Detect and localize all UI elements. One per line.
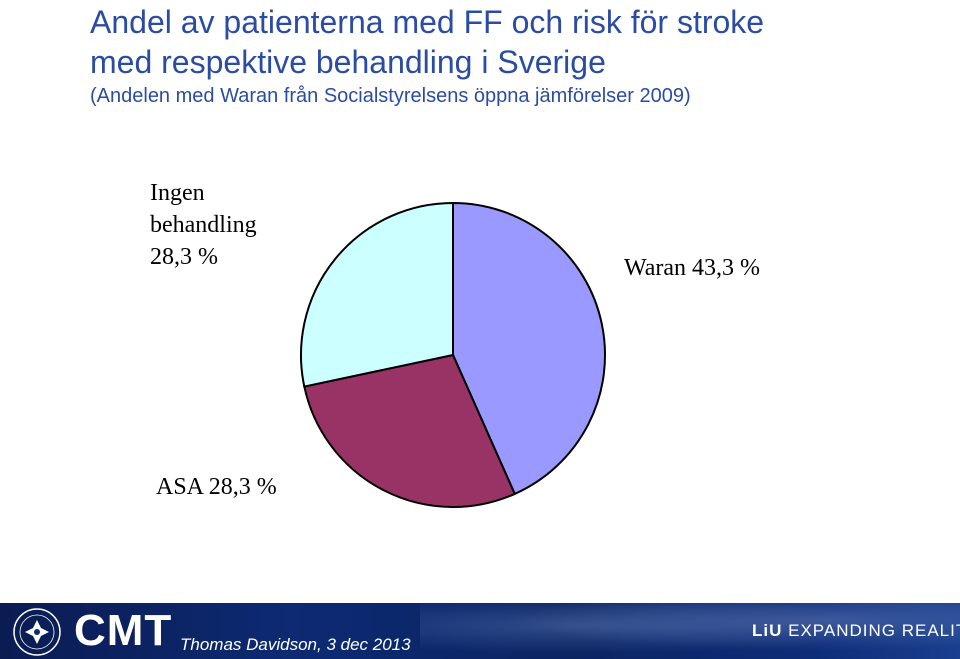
slice-label-ingen-line1: Ingen (150, 180, 205, 206)
slice-label-waran: Waran 43,3 % (624, 255, 761, 281)
linkoping-university-seal-icon (13, 608, 61, 656)
pie-slice-asa (303, 353, 517, 508)
slice-label-asa: ASA 28,3 % (156, 474, 277, 500)
liu-logo: LiU EXPANDING REALITY (752, 619, 960, 643)
slice-label-ingen-line2: behandling (150, 212, 257, 238)
liu-logo-prefix: LiU (752, 621, 783, 640)
subtitle: (Andelen med Waran från Socialstyrelsens… (90, 85, 691, 107)
title-line-2: med respektive behandling i Sverige (90, 44, 606, 80)
page-title: Andel av patienterna med FF och risk för… (90, 2, 950, 108)
cmt-logo: CMT (74, 606, 173, 655)
footer-banner: CMT Thomas Davidson, 3 dec 2013 LiU EXPA… (0, 603, 960, 659)
pie-slice-waran (452, 201, 606, 496)
pie-slice-ingen-behandling (300, 201, 454, 388)
title-line-1: Andel av patienterna med FF och risk för… (90, 4, 765, 40)
slice-label-ingen-line3: 28,3 % (150, 244, 218, 270)
liu-logo-tagline: EXPANDING REALITY (788, 621, 960, 640)
footer-background-graphic (420, 603, 960, 659)
author-date-credit: Thomas Davidson, 3 dec 2013 (180, 635, 411, 654)
pie-chart (300, 201, 606, 508)
slice-label-ingen-behandling: Ingen behandling 28,3 % (150, 177, 300, 273)
